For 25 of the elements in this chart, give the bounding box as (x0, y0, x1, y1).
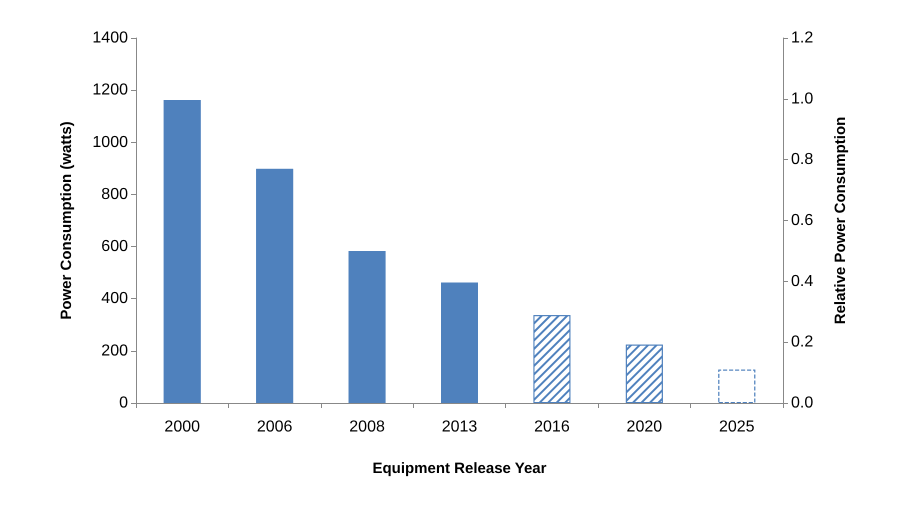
y-tick-label: 1000 (92, 134, 128, 151)
y-tick-label: 1400 (92, 30, 128, 46)
x-tick-label: 2006 (256, 418, 293, 436)
y-tick-label: 0 (119, 394, 128, 412)
y-tick-label: 800 (101, 186, 128, 203)
x-tick-label: 2025 (718, 418, 755, 436)
y2-tick-label: 1.0 (791, 90, 814, 108)
y2-tick-label: 1.2 (791, 30, 814, 46)
x-tick-label: 2013 (442, 418, 478, 436)
x-axis-title: Equipment Release Year (372, 460, 547, 477)
y2-tick-label: 0.8 (791, 151, 814, 168)
y2-tick-label: 0.4 (791, 272, 814, 290)
y2-tick-label: 0.0 (791, 394, 814, 412)
x-tick-label: 2008 (349, 418, 385, 436)
y-tick-label: 600 (101, 238, 128, 256)
y2-axis-title: Relative Power Consumption (832, 116, 849, 324)
x-tick-label: 2000 (164, 418, 200, 436)
y-tick-label: 400 (101, 290, 128, 308)
y-tick-label: 1200 (92, 82, 128, 99)
y-tick-label: 200 (101, 342, 128, 360)
y2-tick-label: 0.6 (791, 212, 814, 229)
x-tick-label: 2016 (534, 418, 570, 436)
y2-tick-label: 0.2 (791, 334, 814, 351)
x-tick-label: 2020 (626, 418, 662, 436)
y-axis-title: Power Consumption (watts) (58, 121, 75, 320)
